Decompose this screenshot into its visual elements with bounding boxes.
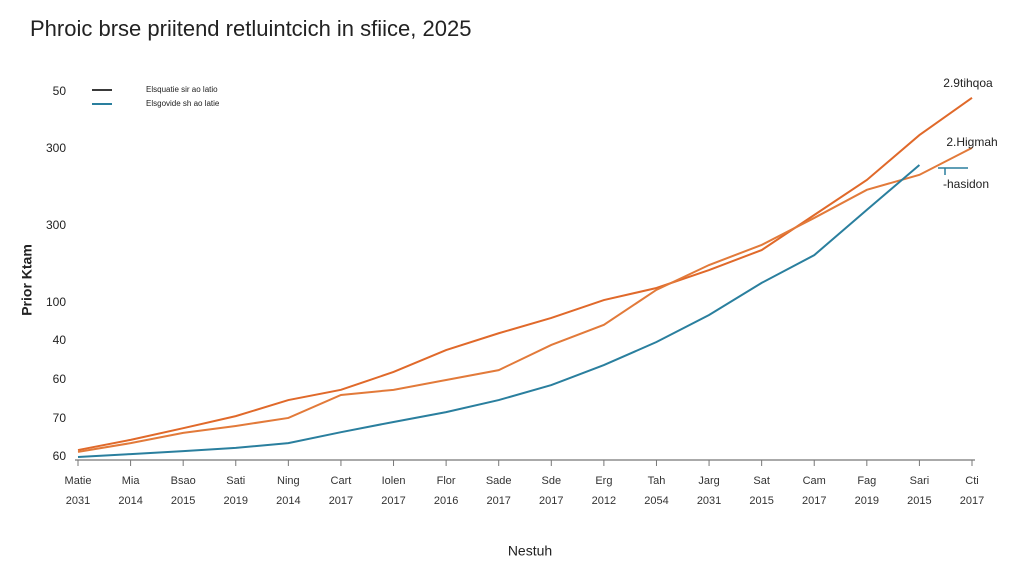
x-tick-label: Sat — [753, 475, 770, 487]
x-tick-label: Ning — [277, 475, 300, 487]
x-tick-label: 2015 — [749, 495, 773, 507]
x-tick-label: 2017 — [539, 495, 563, 507]
y-tick-label: 60 — [53, 372, 67, 386]
x-tick-label: Sati — [226, 475, 245, 487]
y-tick-label: 100 — [46, 295, 66, 309]
x-tick-label: 2015 — [171, 495, 195, 507]
y-tick-label: 300 — [46, 218, 66, 232]
x-tick-label: 2017 — [381, 495, 405, 507]
x-tick-label: Matie — [65, 475, 92, 487]
x-tick-label: 2054 — [644, 495, 668, 507]
x-tick-label: 2019 — [855, 495, 879, 507]
x-tick-label: Jarg — [698, 475, 719, 487]
x-axis-label: Nestuh — [508, 543, 552, 559]
x-tick-label: 2017 — [486, 495, 510, 507]
x-tick-label: 2014 — [276, 495, 300, 507]
x-tick-label: 2031 — [66, 495, 90, 507]
y-tick-label: 70 — [53, 411, 67, 425]
x-tick-label: 2031 — [697, 495, 721, 507]
chart-title: Phroic brse priitend retluintcich in sfi… — [30, 16, 471, 41]
y-tick-label: 300 — [46, 141, 66, 155]
x-tick-label: Sari — [910, 475, 930, 487]
data-line — [77, 97, 973, 452]
x-tick-label: Sade — [486, 475, 512, 487]
x-tick-label: Fag — [857, 475, 876, 487]
y-tick-label: 60 — [53, 449, 67, 463]
x-tick-label: Erg — [595, 475, 612, 487]
annotation-bracket — [938, 167, 968, 175]
x-tick-label: Cam — [803, 475, 826, 487]
x-tick-label: 2016 — [434, 495, 458, 507]
x-tick-label: Cart — [331, 475, 352, 487]
x-tick-label: Iolen — [382, 475, 406, 487]
x-tick-label: 2015 — [907, 495, 931, 507]
x-tick-label: 2014 — [118, 495, 142, 507]
x-tick-label: Cti — [965, 475, 978, 487]
legend-label: Elsquatie sir ao latio — [146, 85, 218, 94]
data-line — [77, 164, 921, 458]
x-tick-label: Sde — [542, 475, 562, 487]
x-tick-label: Tah — [648, 475, 666, 487]
x-tick-label: Bsao — [171, 475, 196, 487]
annotation: 2.Higmah — [946, 135, 997, 149]
x-tick-label: 2019 — [224, 495, 248, 507]
x-tick-label: 2012 — [592, 495, 616, 507]
x-tick-label: 2017 — [329, 495, 353, 507]
x-tick-label: 2017 — [960, 495, 984, 507]
y-axis-label: Prior Ktam — [19, 244, 35, 316]
x-tick-label: 2017 — [802, 495, 826, 507]
data-line — [77, 146, 973, 453]
annotation: 2.9tihqoa — [943, 76, 993, 90]
y-tick-label: 50 — [53, 84, 67, 98]
y-tick-label: 40 — [53, 333, 67, 347]
x-tick-label: Flor — [437, 475, 456, 487]
x-tick-label: Mia — [122, 475, 141, 487]
legend-label: Elsgovide sh ao latie — [146, 99, 220, 108]
annotation: -hasidon — [943, 177, 989, 191]
